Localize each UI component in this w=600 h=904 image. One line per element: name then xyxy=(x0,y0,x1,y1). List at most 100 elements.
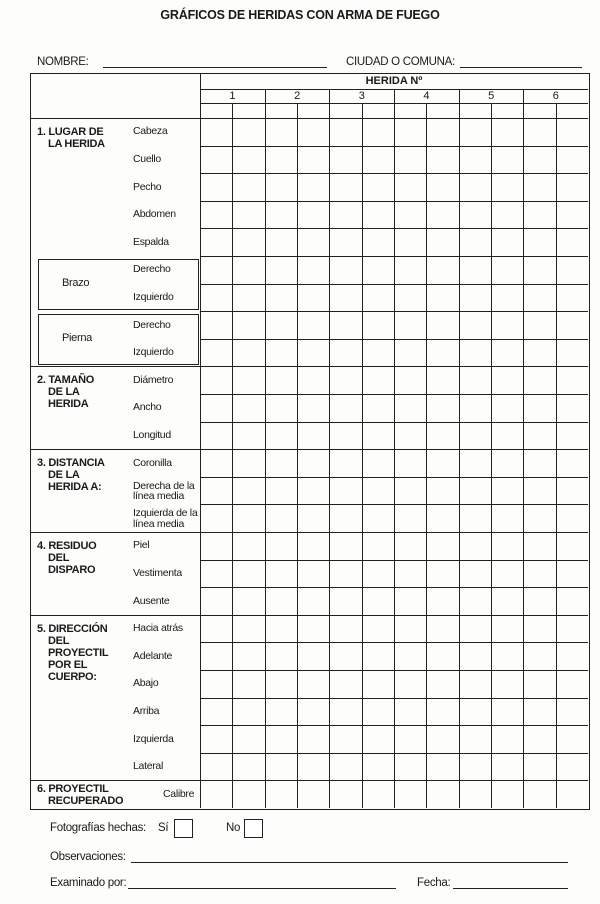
nombre-field[interactable] xyxy=(103,67,327,68)
entry-cell[interactable] xyxy=(232,532,264,560)
examinado-field[interactable] xyxy=(128,888,396,889)
entry-cell[interactable] xyxy=(265,504,297,532)
entry-cell[interactable] xyxy=(523,339,555,367)
entry-cell[interactable] xyxy=(265,201,297,229)
entry-cell[interactable] xyxy=(459,228,491,256)
entry-cell[interactable] xyxy=(394,339,426,367)
entry-cell[interactable] xyxy=(556,366,588,394)
entry-cell[interactable] xyxy=(459,284,491,312)
entry-cell[interactable] xyxy=(232,504,264,532)
entry-cell[interactable] xyxy=(459,311,491,339)
entry-cell[interactable] xyxy=(362,394,394,422)
entry-cell[interactable] xyxy=(200,560,232,588)
entry-cell[interactable] xyxy=(459,449,491,477)
entry-cell[interactable] xyxy=(232,560,264,588)
entry-cell[interactable] xyxy=(426,118,458,146)
ciudad-field[interactable] xyxy=(460,67,582,68)
entry-cell[interactable] xyxy=(362,118,394,146)
entry-cell[interactable] xyxy=(265,725,297,753)
entry-cell[interactable] xyxy=(362,284,394,312)
entry-cell[interactable] xyxy=(297,698,329,726)
entry-cell[interactable] xyxy=(362,504,394,532)
entry-cell[interactable] xyxy=(265,587,297,615)
entry-cell[interactable] xyxy=(491,560,523,588)
entry-cell[interactable] xyxy=(426,422,458,450)
entry-cell[interactable] xyxy=(556,449,588,477)
entry-cell[interactable] xyxy=(265,532,297,560)
entry-cell[interactable] xyxy=(297,753,329,781)
entry-cell[interactable] xyxy=(265,256,297,284)
entry-cell[interactable] xyxy=(426,339,458,367)
entry-cell[interactable] xyxy=(394,228,426,256)
entry-cell[interactable] xyxy=(491,725,523,753)
entry-cell[interactable] xyxy=(523,422,555,450)
entry-cell[interactable] xyxy=(394,201,426,229)
entry-cell[interactable] xyxy=(523,615,555,643)
entry-cell[interactable] xyxy=(200,422,232,450)
entry-cell[interactable] xyxy=(232,256,264,284)
entry-cell[interactable] xyxy=(200,449,232,477)
entry-cell[interactable] xyxy=(329,560,361,588)
entry-cell[interactable] xyxy=(232,173,264,201)
entry-cell[interactable] xyxy=(394,284,426,312)
entry-cell[interactable] xyxy=(200,339,232,367)
entry-cell[interactable] xyxy=(459,201,491,229)
entry-cell[interactable] xyxy=(232,228,264,256)
entry-cell[interactable] xyxy=(362,201,394,229)
entry-cell[interactable] xyxy=(491,587,523,615)
entry-cell[interactable] xyxy=(265,228,297,256)
entry-cell[interactable] xyxy=(523,201,555,229)
entry-cell[interactable] xyxy=(491,449,523,477)
entry-cell[interactable] xyxy=(459,532,491,560)
entry-cell[interactable] xyxy=(426,449,458,477)
entry-cell[interactable] xyxy=(491,422,523,450)
entry-cell[interactable] xyxy=(297,615,329,643)
entry-cell[interactable] xyxy=(200,615,232,643)
entry-cell[interactable] xyxy=(329,587,361,615)
entry-cell[interactable] xyxy=(329,615,361,643)
entry-cell[interactable] xyxy=(491,146,523,174)
entry-cell[interactable] xyxy=(491,477,523,505)
entry-cell[interactable] xyxy=(297,504,329,532)
entry-cell[interactable] xyxy=(297,146,329,174)
entry-cell[interactable] xyxy=(329,366,361,394)
entry-cell[interactable] xyxy=(394,698,426,726)
entry-cell[interactable] xyxy=(265,422,297,450)
entry-cell[interactable] xyxy=(394,725,426,753)
entry-cell[interactable] xyxy=(459,477,491,505)
entry-cell[interactable] xyxy=(265,394,297,422)
entry-cell[interactable] xyxy=(362,366,394,394)
entry-cell[interactable] xyxy=(491,394,523,422)
entry-cell[interactable] xyxy=(329,339,361,367)
entry-cell[interactable] xyxy=(329,642,361,670)
entry-cell[interactable] xyxy=(556,753,588,781)
entry-cell[interactable] xyxy=(426,256,458,284)
entry-cell[interactable] xyxy=(362,725,394,753)
entry-cell[interactable] xyxy=(491,532,523,560)
entry-cell[interactable] xyxy=(232,670,264,698)
entry-cell[interactable] xyxy=(523,394,555,422)
entry-cell[interactable] xyxy=(523,284,555,312)
fecha-field[interactable] xyxy=(453,888,568,889)
entry-cell[interactable] xyxy=(426,615,458,643)
entry-cell[interactable] xyxy=(329,532,361,560)
entry-cell[interactable] xyxy=(394,256,426,284)
entry-cell[interactable] xyxy=(297,532,329,560)
entry-cell[interactable] xyxy=(556,504,588,532)
entry-cell[interactable] xyxy=(556,256,588,284)
entry-cell[interactable] xyxy=(426,725,458,753)
entry-cell[interactable] xyxy=(265,698,297,726)
entry-cell[interactable] xyxy=(329,118,361,146)
entry-cell[interactable] xyxy=(297,422,329,450)
entry-cell[interactable] xyxy=(394,311,426,339)
entry-cell[interactable] xyxy=(297,725,329,753)
entry-cell[interactable] xyxy=(297,284,329,312)
entry-cell[interactable] xyxy=(459,422,491,450)
entry-cell[interactable] xyxy=(426,698,458,726)
entry-cell[interactable] xyxy=(362,228,394,256)
entry-cell[interactable] xyxy=(362,449,394,477)
entry-cell[interactable] xyxy=(491,642,523,670)
entry-cell[interactable] xyxy=(265,560,297,588)
entry-cell[interactable] xyxy=(329,753,361,781)
entry-cell[interactable] xyxy=(329,670,361,698)
